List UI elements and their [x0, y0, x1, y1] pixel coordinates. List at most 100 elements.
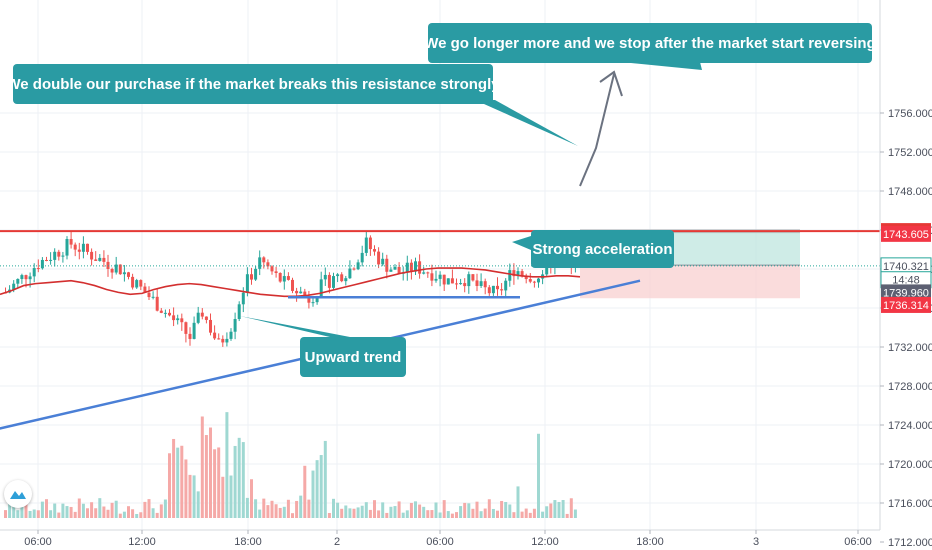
volume-bar — [163, 499, 167, 518]
volume-bar — [327, 512, 331, 518]
volume-bars — [4, 412, 577, 518]
volume-bar — [491, 508, 495, 518]
candle-body — [40, 259, 44, 269]
callout-upward-trend[interactable]: Upward trend — [240, 316, 406, 377]
volume-bar — [524, 508, 528, 518]
volume-bar — [475, 501, 479, 518]
volume-bar — [286, 499, 290, 518]
volume-bar — [155, 512, 159, 518]
volume-bar — [467, 503, 471, 518]
volume-bar — [110, 502, 114, 518]
volume-bar — [340, 508, 344, 518]
callout-double-purchase[interactable]: We double our purchase if the market bre… — [6, 64, 578, 146]
volume-bar — [565, 513, 569, 518]
volume-bar — [541, 511, 545, 518]
volume-bar — [434, 502, 438, 518]
volume-bar — [307, 499, 311, 518]
candle-body — [36, 268, 40, 270]
callout-double-purchase-pointer — [475, 100, 578, 146]
volume-bar — [282, 506, 286, 518]
candle-body — [254, 268, 258, 280]
price-tag-text: 14:48 — [892, 275, 920, 287]
candle-body — [537, 278, 540, 283]
candle-body — [307, 296, 311, 303]
volume-bar — [483, 508, 487, 518]
volume-bar — [573, 509, 577, 518]
candle-body — [467, 274, 471, 287]
callout-strong-acceleration[interactable]: Strong acceleration — [512, 230, 674, 268]
candle-body — [471, 274, 475, 281]
price-tag-text: 1740.321 — [883, 261, 929, 273]
time-tick-label: 06:00 — [24, 536, 52, 548]
callout-upward-trend-box — [300, 337, 406, 377]
candle-body — [483, 281, 487, 288]
volume-bar — [32, 509, 36, 518]
callout-continue-long[interactable]: We go longer more and we stop after the … — [424, 23, 876, 70]
volume-bar — [348, 508, 352, 518]
candle-body — [213, 332, 217, 339]
volume-bar — [127, 506, 130, 518]
time-axis: 06:00 12:00 18:00 2 06:00 12:00 18:00 3 06:00 — [0, 529, 880, 550]
volume-bar — [61, 503, 65, 518]
arrow-head-icon — [599, 70, 623, 97]
candle-body — [217, 338, 221, 340]
volume-bar — [122, 511, 126, 518]
price-tag-box — [881, 225, 931, 242]
time-tick-label: 12:00 — [128, 536, 156, 548]
candle-body — [49, 259, 53, 261]
candle-body — [393, 266, 397, 270]
candle-body — [286, 276, 290, 280]
candle-body — [442, 274, 446, 285]
volume-bar — [401, 512, 405, 518]
time-tick-label: 06:00 — [844, 536, 872, 548]
candle-body — [368, 237, 372, 250]
callout-double-purchase-text: We double our purchase if the market bre… — [6, 76, 500, 93]
volume-bar — [233, 445, 237, 518]
candle-body — [299, 291, 303, 294]
candle-body — [446, 278, 450, 285]
volume-bar — [295, 500, 299, 518]
candle-body — [143, 286, 147, 293]
candle-body — [188, 333, 192, 339]
volume-bar — [553, 500, 557, 518]
time-tick-label: 12:00 — [531, 536, 559, 548]
volume-bar — [45, 499, 48, 518]
volume-bar — [221, 476, 225, 518]
candle-body — [139, 280, 143, 287]
candlesticks — [4, 231, 577, 347]
price-tick-label: 1732.000 — [888, 342, 932, 354]
volume-bar — [455, 512, 458, 518]
volume-bar — [315, 460, 319, 518]
volume-bar — [184, 459, 188, 518]
volume-bar — [516, 486, 520, 518]
volume-bar — [168, 453, 171, 518]
candle-body — [332, 276, 335, 288]
time-tick-label: 06:00 — [426, 536, 454, 548]
candle-body — [73, 244, 77, 250]
volume-bar — [299, 495, 303, 518]
volume-bar — [57, 512, 61, 518]
volume-bar — [151, 508, 155, 518]
candle-body — [53, 251, 57, 260]
volume-bar — [532, 508, 536, 518]
price-tick-label: 1724.000 — [888, 420, 932, 432]
volume-bar — [332, 498, 335, 518]
candle-body — [24, 275, 28, 280]
volume-bar — [537, 433, 540, 518]
candle-body — [336, 274, 340, 277]
callouts[interactable]: We go longer more and we stop after the … — [6, 23, 876, 377]
candle-body — [327, 274, 331, 288]
volume-bar — [16, 510, 20, 518]
volume-bar — [200, 416, 204, 518]
candle-body — [61, 255, 65, 257]
volume-bar — [319, 455, 323, 518]
volume-bar — [278, 507, 282, 518]
volume-bar — [487, 499, 491, 518]
price-tick-label: 1748.000 — [888, 186, 932, 198]
volume-bar — [270, 500, 274, 518]
callout-double-purchase-box — [13, 64, 493, 104]
volume-bar — [262, 498, 266, 518]
volume-bar — [459, 506, 463, 518]
candle-body — [385, 258, 389, 272]
